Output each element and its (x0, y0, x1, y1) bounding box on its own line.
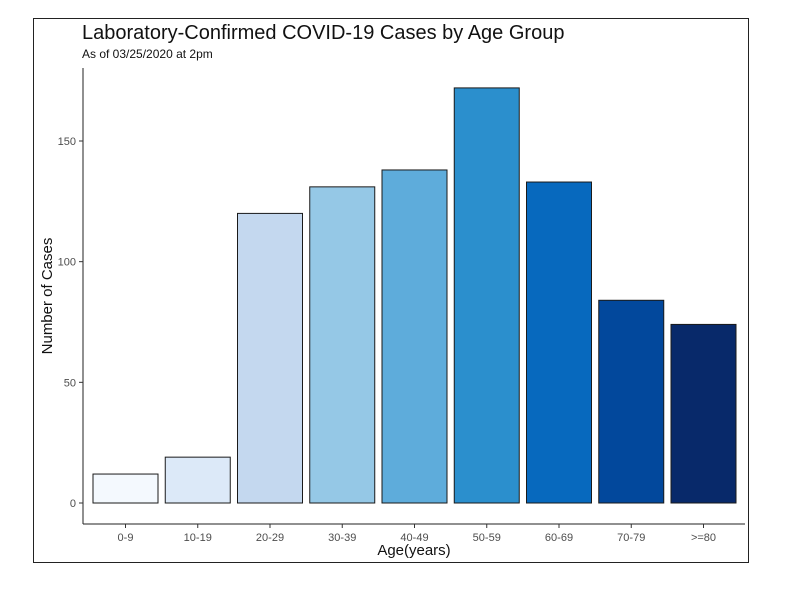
bar-30-39 (309, 186, 376, 504)
x-tick-label: 20-29 (256, 532, 284, 544)
x-tick-label: 70-79 (617, 532, 645, 544)
x-tick-label: 10-19 (184, 532, 212, 544)
y-axis-title: Number of Cases (39, 238, 56, 355)
bar-50-59 (453, 87, 520, 504)
y-tick-label: 50 (64, 377, 76, 389)
x-tick-label: 0-9 (118, 532, 134, 544)
x-tick-label: >=80 (691, 532, 716, 544)
x-tick-label: 50-59 (473, 532, 501, 544)
chart-subtitle: As of 03/25/2020 at 2pm (82, 47, 213, 61)
bar-0-9 (92, 473, 159, 504)
y-tick-label: 100 (58, 257, 76, 269)
bar-10-19 (164, 456, 231, 504)
y-tick-label: 150 (58, 136, 76, 148)
bar-20-29 (237, 212, 303, 504)
bar-60-69 (526, 181, 592, 504)
x-tick-label: 40-49 (400, 532, 428, 544)
x-tick-label: 30-39 (328, 532, 356, 544)
y-tick-label: 0 (70, 498, 76, 510)
x-tick-label: 60-69 (545, 532, 573, 544)
chart-title: Laboratory-Confirmed COVID-19 Cases by A… (82, 22, 565, 44)
bar-40-49 (381, 169, 448, 504)
bar->=80 (670, 323, 737, 504)
bar-70-79 (598, 299, 665, 504)
x-axis-title: Age(years) (377, 542, 450, 559)
